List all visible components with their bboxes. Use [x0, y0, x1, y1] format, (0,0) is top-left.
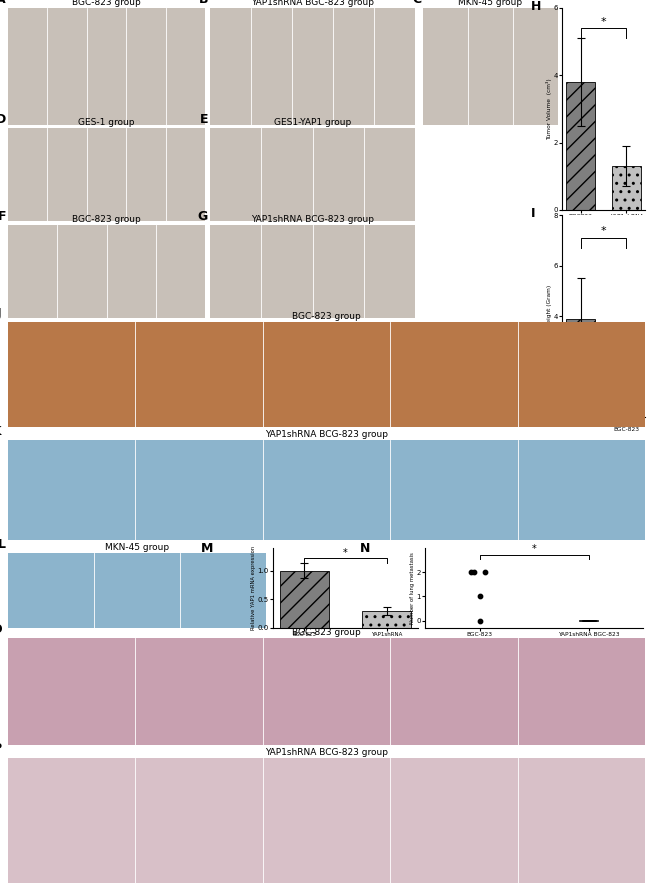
Text: G: G: [198, 210, 208, 224]
Text: N: N: [359, 542, 370, 554]
Bar: [612, 372, 642, 417]
Y-axis label: Tumor Volume  (cm³): Tumor Volume (cm³): [546, 78, 552, 139]
Text: *: *: [601, 16, 606, 27]
Text: H: H: [530, 0, 541, 13]
Point: [474, 613, 485, 628]
Title: BGC-823 group: BGC-823 group: [292, 628, 361, 637]
Bar: [280, 571, 329, 628]
Text: B: B: [198, 0, 208, 5]
Text: D: D: [0, 114, 6, 126]
Title: MKN-45 group: MKN-45 group: [458, 0, 523, 7]
Text: C: C: [413, 0, 422, 5]
Title: YAP1shRNA BCG-823 group: YAP1shRNA BCG-823 group: [265, 748, 388, 757]
Text: *: *: [532, 544, 536, 554]
Text: E: E: [200, 114, 208, 126]
Title: BGC-823 group: BGC-823 group: [72, 215, 141, 224]
Title: YAP1shRNA BGC-823 group: YAP1shRNA BGC-823 group: [251, 0, 374, 7]
Bar: [362, 611, 411, 628]
Title: GES1-YAP1 group: GES1-YAP1 group: [274, 118, 351, 127]
Text: *: *: [343, 548, 348, 558]
Text: J: J: [0, 307, 2, 320]
Title: GES-1 group: GES-1 group: [78, 118, 135, 127]
Title: YAP1shRNA BCG-823 group: YAP1shRNA BCG-823 group: [265, 430, 388, 439]
Text: *: *: [601, 226, 606, 236]
Y-axis label: Relative YAP1 mRNA expression: Relative YAP1 mRNA expression: [251, 546, 256, 630]
Text: O: O: [0, 623, 2, 636]
Text: K: K: [0, 425, 2, 438]
Text: F: F: [0, 210, 6, 224]
Title: MKN-45 group: MKN-45 group: [105, 544, 169, 552]
Text: L: L: [0, 538, 5, 552]
Bar: [566, 318, 595, 417]
Title: BGC-823 group: BGC-823 group: [72, 0, 141, 7]
Point: [474, 589, 485, 603]
Text: I: I: [530, 207, 535, 220]
Bar: [612, 166, 642, 210]
Y-axis label: Tumor Weight (Gram): Tumor Weight (Gram): [547, 284, 552, 348]
Point: [465, 565, 476, 579]
Text: P: P: [0, 743, 2, 755]
Text: A: A: [0, 0, 6, 5]
Bar: [566, 82, 595, 210]
Point: [480, 565, 490, 579]
Y-axis label: Number of lung metastasis: Number of lung metastasis: [410, 552, 415, 624]
Text: M: M: [200, 542, 213, 554]
Point: [469, 565, 479, 579]
Title: BGC-823 group: BGC-823 group: [292, 312, 361, 321]
Title: YAP1shRNA BCG-823 group: YAP1shRNA BCG-823 group: [251, 215, 374, 224]
